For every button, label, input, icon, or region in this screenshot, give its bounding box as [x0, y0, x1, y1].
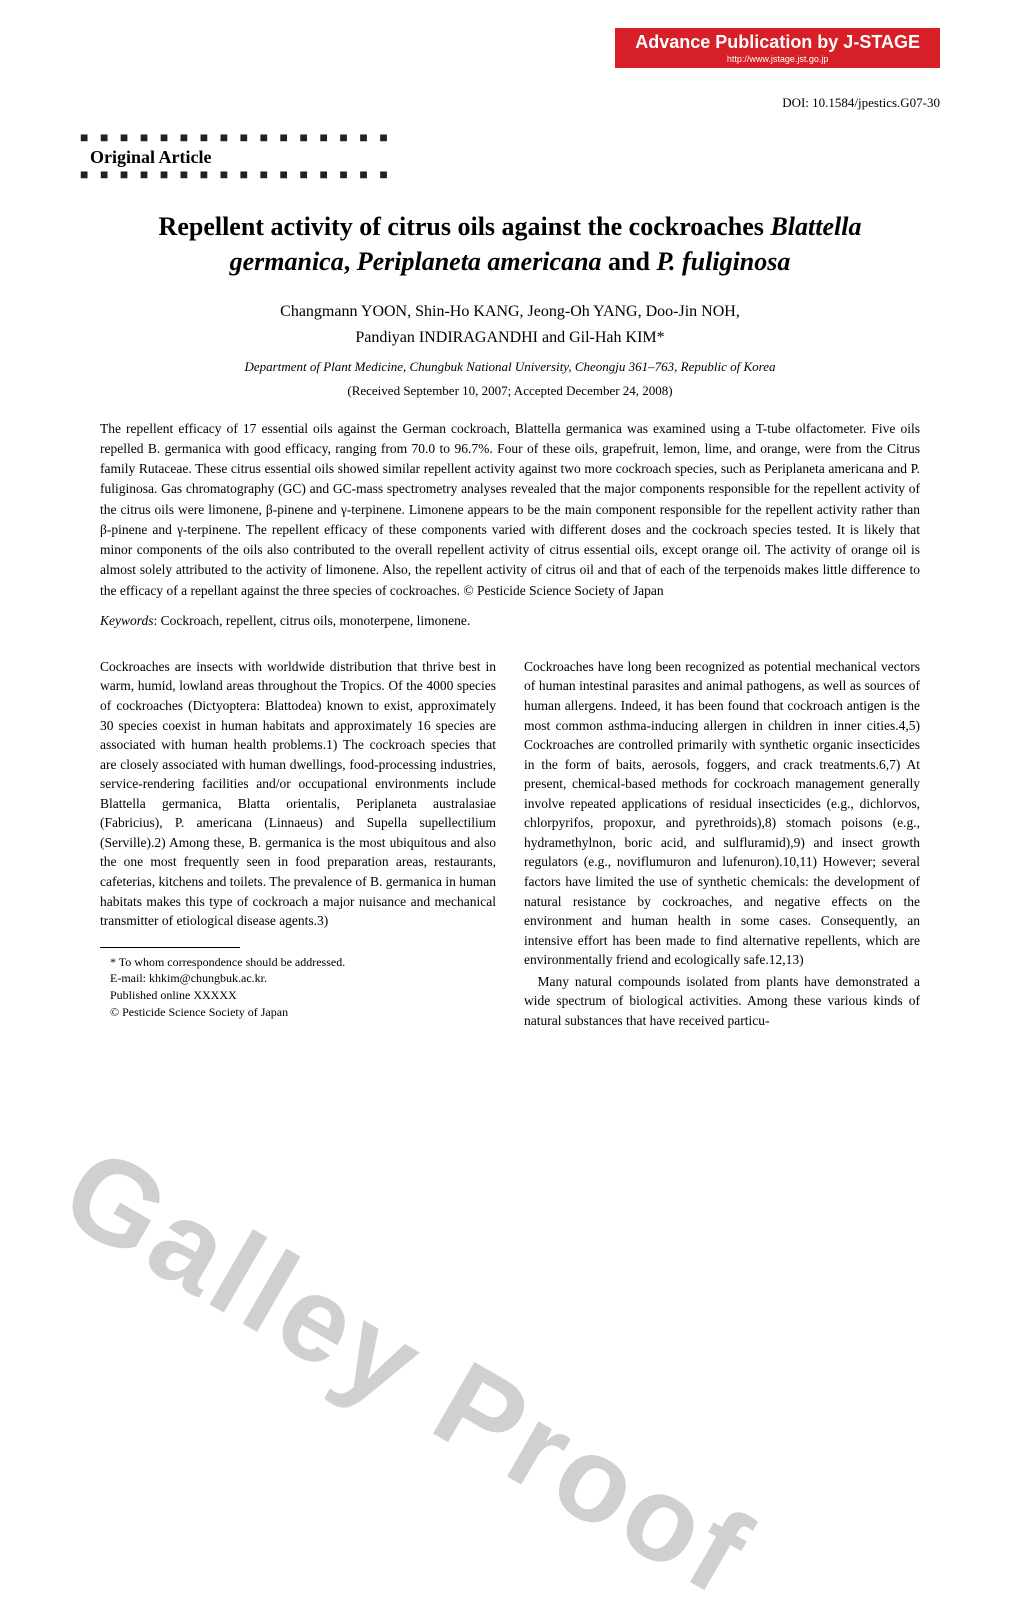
- keywords-text: : Cockroach, repellent, citrus oils, mon…: [154, 613, 471, 628]
- authors-line1: Changmann YOON, Shin-Ho KANG, Jeong-Oh Y…: [280, 303, 740, 320]
- title-part1: Repellent activity of citrus oils agains…: [159, 212, 771, 241]
- banner-url: http://www.jstage.jst.go.jp: [635, 54, 920, 64]
- title-italic4: P. fuliginosa: [656, 247, 790, 276]
- page-container: Advance Publication by J-STAGE http://ww…: [0, 0, 1020, 1091]
- footnote-line3: Published online XXXXX: [110, 987, 496, 1004]
- title-italic1: Blattella: [770, 212, 861, 241]
- col1-para1: Cockroaches are insects with worldwide d…: [100, 657, 496, 931]
- article-type-block: ■ ■ ■ ■ ■ ■ ■ ■ ■ ■ ■ ■ ■ ■ ■ ■ Original…: [80, 131, 940, 184]
- title-mid1: ,: [344, 247, 357, 276]
- watermark-text: Galley Proof: [41, 1120, 774, 1623]
- footnote-block: * To whom correspondence should be addre…: [100, 954, 496, 1021]
- authors: Changmann YOON, Shin-Ho KANG, Jeong-Oh Y…: [100, 299, 920, 350]
- paper-title: Repellent activity of citrus oils agains…: [100, 209, 920, 279]
- footnote-separator: [100, 947, 240, 948]
- dots-decoration-top: ■ ■ ■ ■ ■ ■ ■ ■ ■ ■ ■ ■ ■ ■ ■ ■: [80, 131, 940, 147]
- keywords: Keywords: Cockroach, repellent, citrus o…: [100, 613, 920, 629]
- jstage-banner: Advance Publication by J-STAGE http://ww…: [615, 28, 940, 68]
- article-type-label: Original Article: [90, 147, 940, 168]
- received-accepted-dates: (Received September 10, 2007; Accepted D…: [80, 383, 940, 399]
- footnote-line4: © Pesticide Science Society of Japan: [110, 1004, 496, 1021]
- dots-decoration-bottom: ■ ■ ■ ■ ■ ■ ■ ■ ■ ■ ■ ■ ■ ■ ■ ■: [80, 168, 940, 184]
- abstract: The repellent efficacy of 17 essential o…: [100, 419, 920, 601]
- footnote-line1: * To whom correspondence should be addre…: [110, 954, 496, 971]
- title-italic2: germanica: [230, 247, 344, 276]
- banner-title: Advance Publication by J-STAGE: [635, 32, 920, 53]
- col2-para1: Cockroaches have long been recognized as…: [524, 657, 920, 970]
- title-mid2: and: [602, 247, 657, 276]
- affiliation: Department of Plant Medicine, Chungbuk N…: [120, 358, 900, 376]
- keywords-label: Keywords: [100, 613, 154, 628]
- col2-para2: Many natural compounds isolated from pla…: [524, 972, 920, 1031]
- column-left: Cockroaches are insects with worldwide d…: [100, 657, 496, 1031]
- title-italic3: Periplaneta americana: [357, 247, 602, 276]
- doi-text: DOI: 10.1584/jpestics.G07-30: [80, 95, 940, 111]
- body-columns: Cockroaches are insects with worldwide d…: [100, 657, 920, 1031]
- footnote-line2: E-mail: khkim@chungbuk.ac.kr.: [110, 970, 496, 987]
- column-right: Cockroaches have long been recognized as…: [524, 657, 920, 1031]
- authors-line2: Pandiyan INDIRAGANDHI and Gil-Hah KIM*: [355, 329, 664, 346]
